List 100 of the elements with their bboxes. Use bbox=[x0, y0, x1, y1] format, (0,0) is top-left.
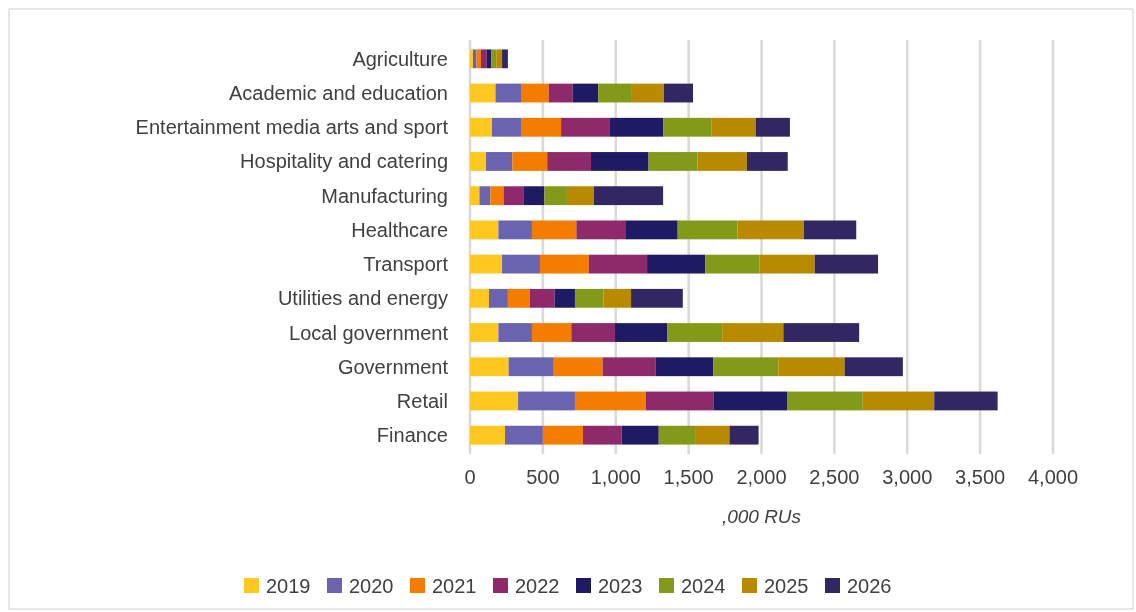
bar bbox=[502, 49, 508, 69]
bar bbox=[759, 254, 815, 274]
bar bbox=[542, 425, 583, 445]
bar bbox=[658, 425, 696, 445]
bar bbox=[645, 391, 714, 411]
bar bbox=[498, 323, 532, 342]
bar bbox=[590, 152, 649, 171]
bar bbox=[667, 323, 723, 342]
x-tick-label: 2,500 bbox=[809, 466, 860, 488]
bar bbox=[566, 186, 594, 206]
bar bbox=[574, 288, 604, 308]
bar bbox=[655, 357, 714, 377]
y-tick-label: Government bbox=[337, 355, 449, 378]
bar bbox=[476, 49, 481, 69]
y-tick-label: Manufacturing bbox=[321, 184, 448, 207]
bar bbox=[814, 254, 879, 274]
bar bbox=[544, 186, 567, 206]
y-tick-label: Academic and education bbox=[228, 82, 448, 105]
bar bbox=[574, 391, 646, 411]
bar bbox=[470, 391, 519, 411]
bar bbox=[470, 425, 505, 445]
x-tick-label: 3,500 bbox=[955, 466, 1006, 488]
bar bbox=[571, 323, 616, 342]
bar bbox=[495, 83, 522, 103]
bar bbox=[539, 254, 589, 274]
bar bbox=[844, 357, 903, 377]
bar bbox=[603, 288, 632, 308]
bar bbox=[518, 391, 575, 411]
bar bbox=[548, 83, 573, 103]
legend-label: 2022 bbox=[515, 575, 560, 597]
x-tick-label: 3,000 bbox=[882, 466, 933, 488]
bar bbox=[787, 391, 863, 411]
bar bbox=[531, 220, 577, 240]
y-tick-label: Healthcare bbox=[351, 218, 448, 241]
bar bbox=[729, 425, 759, 445]
bar bbox=[470, 323, 499, 342]
bar bbox=[572, 83, 599, 103]
bar bbox=[486, 152, 513, 171]
bar bbox=[755, 117, 790, 137]
bar bbox=[523, 186, 545, 206]
bar bbox=[470, 49, 473, 69]
bar bbox=[697, 152, 747, 171]
bar bbox=[486, 49, 492, 69]
bar bbox=[677, 220, 738, 240]
legend-label: 2025 bbox=[764, 575, 809, 597]
bar bbox=[472, 49, 477, 69]
bar bbox=[470, 83, 496, 103]
bar bbox=[547, 152, 591, 171]
bar bbox=[663, 117, 712, 137]
bar bbox=[588, 254, 648, 274]
bar bbox=[470, 220, 499, 240]
bar bbox=[705, 254, 760, 274]
x-tick-label: 1,500 bbox=[663, 466, 714, 488]
bar bbox=[470, 288, 489, 308]
y-tick-label: Hospitality and catering bbox=[240, 150, 448, 173]
bar bbox=[561, 117, 610, 137]
bar bbox=[507, 288, 530, 308]
bar bbox=[496, 49, 503, 69]
y-tick-label: Agriculture bbox=[352, 47, 448, 70]
bar bbox=[713, 391, 788, 411]
x-tick-label: 2,000 bbox=[736, 466, 787, 488]
bar bbox=[631, 83, 664, 103]
legend-label: 2019 bbox=[266, 575, 311, 597]
bar bbox=[621, 425, 659, 445]
bar bbox=[470, 152, 487, 171]
legend-label: 2021 bbox=[432, 575, 477, 597]
bar bbox=[647, 254, 706, 274]
y-tick-label: Retail bbox=[396, 389, 448, 412]
bar bbox=[625, 220, 678, 240]
bar bbox=[470, 357, 509, 377]
y-tick-label: Entertainment media arts and sport bbox=[135, 116, 449, 139]
x-tick-label: 500 bbox=[526, 466, 560, 488]
bar bbox=[602, 357, 656, 377]
bar bbox=[783, 323, 860, 342]
bar bbox=[470, 117, 492, 137]
bar bbox=[498, 220, 532, 240]
bar bbox=[470, 186, 480, 206]
bar bbox=[695, 425, 730, 445]
bar bbox=[470, 254, 503, 274]
bar bbox=[491, 49, 497, 69]
y-tick-label: Finance bbox=[376, 424, 448, 447]
bar bbox=[711, 117, 756, 137]
bar bbox=[502, 254, 540, 274]
legend-label: 2023 bbox=[598, 575, 643, 597]
bar bbox=[529, 288, 555, 308]
bar bbox=[593, 186, 664, 206]
bar bbox=[615, 323, 668, 342]
bar bbox=[778, 357, 845, 377]
bar bbox=[862, 391, 935, 411]
bar bbox=[803, 220, 857, 240]
bar bbox=[746, 152, 788, 171]
bar bbox=[722, 323, 784, 342]
legend-label: 2024 bbox=[681, 575, 726, 597]
bar bbox=[508, 357, 554, 377]
bar bbox=[554, 288, 575, 308]
bar bbox=[663, 83, 693, 103]
bar bbox=[648, 152, 698, 171]
bar bbox=[491, 117, 522, 137]
bar bbox=[609, 117, 664, 137]
bar bbox=[480, 49, 487, 69]
